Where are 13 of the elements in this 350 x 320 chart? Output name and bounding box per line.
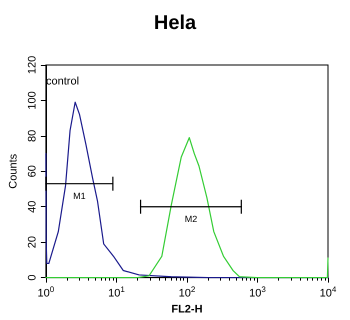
y-tick-label: 0	[26, 274, 38, 281]
chart-title: Hela	[154, 12, 197, 34]
annotation: control	[46, 76, 80, 88]
y-tick-label: 20	[26, 236, 38, 248]
y-axis-title: Counts	[8, 153, 20, 189]
y-tick-label: 60	[26, 165, 38, 178]
y-tick-label: 120	[26, 56, 38, 74]
y-tick-label: 80	[26, 130, 38, 142]
series-label: M1	[73, 191, 86, 202]
y-tick-label: 100	[26, 91, 38, 110]
x-axis-title: FL2-H	[171, 304, 203, 316]
y-tick-label: 40	[26, 200, 38, 213]
series-label: M2	[184, 214, 198, 224]
